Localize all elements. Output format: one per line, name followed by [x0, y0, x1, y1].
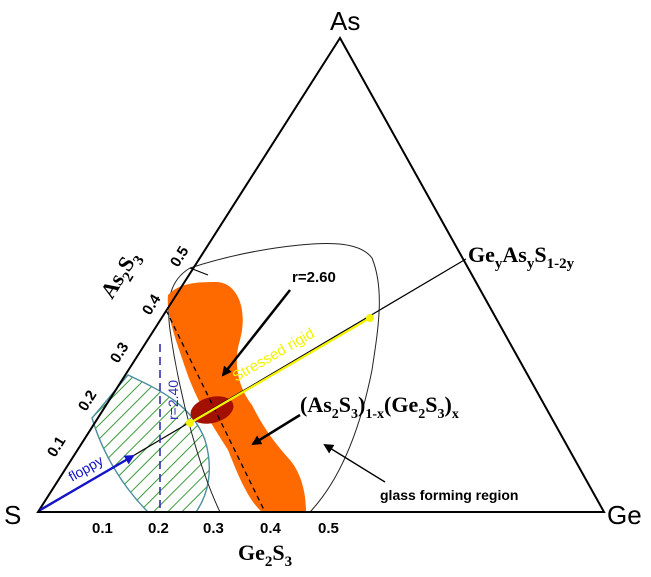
formula-arrow	[251, 413, 301, 446]
left-tick-0.3: 0.3	[107, 339, 132, 366]
vertex-ge-label: Ge	[607, 500, 642, 530]
r260-arrow	[221, 289, 291, 377]
left-tick-0.1: 0.1	[44, 433, 69, 460]
tick-line-0.5	[189, 267, 209, 276]
floppy-arrow	[39, 454, 135, 512]
formula-label: (As2S3)1-x(Ge2S3)x	[300, 392, 459, 422]
vertex-s-label: S	[4, 500, 21, 530]
glass-forming-region-outline	[168, 242, 380, 513]
r240-label: r=2.40	[165, 380, 181, 420]
floppy-hatched-region	[91, 374, 211, 513]
bottom-tick-0.3: 0.3	[203, 520, 224, 537]
yellow-point-left	[186, 419, 194, 427]
bottom-tick-0.1: 0.1	[92, 520, 113, 537]
yellow-point-right	[366, 314, 374, 322]
ge2s3-label: Ge2S3	[238, 540, 292, 570]
as2s3-label: As2S3	[95, 246, 148, 306]
left-tick-0.2: 0.2	[75, 387, 100, 414]
bottom-tick-0.2: 0.2	[148, 520, 169, 537]
bottom-tick-0.4: 0.4	[260, 520, 282, 537]
left-tick-0.4: 0.4	[139, 291, 165, 318]
glass-region-arrow	[323, 443, 386, 483]
r260-label: r=2.60	[292, 269, 336, 286]
left-tick-0.5: 0.5	[167, 243, 192, 270]
stressed-rigid-line	[189, 317, 371, 424]
glass-region-label: glass forming region	[380, 487, 518, 503]
orange-glass-band	[167, 282, 306, 512]
as2s3-ge2s3-dashed-line	[165, 309, 266, 513]
bottom-tick-0.5: 0.5	[318, 520, 339, 537]
vertex-as-label: As	[330, 6, 360, 36]
geyasys-label: GeyAsyS1-2y	[468, 242, 575, 272]
floppy-label: floppy	[66, 452, 106, 485]
ternary-triangle	[36, 36, 606, 513]
